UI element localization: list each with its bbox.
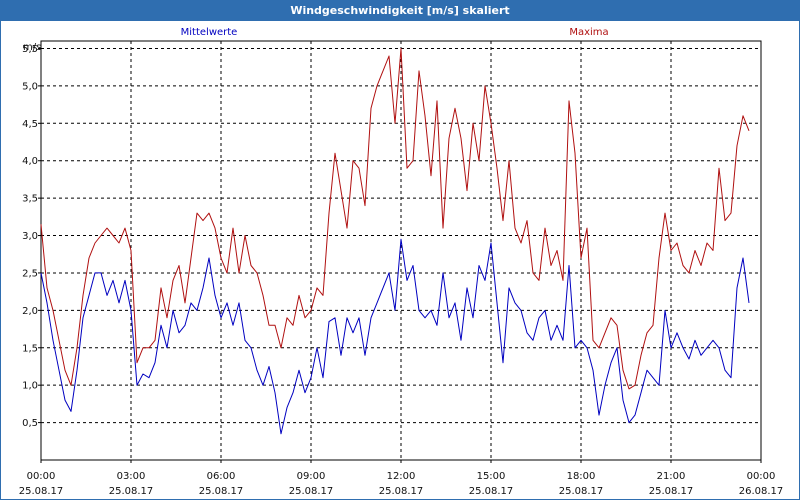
x-tick-date: 25.08.17 — [379, 486, 424, 497]
y-tick-label: 2,0 — [22, 306, 38, 317]
x-tick-time: 12:00 — [387, 471, 416, 482]
x-tick-time: 00:00 — [747, 471, 776, 482]
x-tick-date: 25.08.17 — [19, 486, 64, 497]
legend-mittelwerte: Mittelwerte — [181, 27, 238, 38]
x-tick-time: 00:00 — [27, 471, 56, 482]
y-axis-ticks: 0,5 1,0 1,5 2,0 2,5 3,0 3,5 4,0 4,5 5,0 5,5 — [22, 44, 41, 429]
series-line-maxima — [40, 48, 750, 390]
y-tick-label: 5,5 — [22, 44, 38, 55]
x-tick-date: 25.08.17 — [469, 486, 514, 497]
series-lines — [40, 48, 750, 435]
y-tick-label: 4,0 — [22, 156, 38, 167]
x-tick-time: 03:00 — [117, 471, 146, 482]
x-tick-time: 21:00 — [657, 471, 686, 482]
x-tick-date: 25.08.17 — [559, 486, 604, 497]
x-tick-time: 18:00 — [567, 471, 596, 482]
y-tick-label: 3,5 — [22, 194, 38, 205]
x-tick-time: 09:00 — [297, 471, 326, 482]
window-title: Windgeschwindigkeit [m/s] skaliert — [1, 1, 799, 21]
x-tick-date: 25.08.17 — [649, 486, 694, 497]
x-tick-time: 06:00 — [207, 471, 236, 482]
y-tick-label: 5,0 — [22, 81, 38, 92]
series-line-mittelwerte — [40, 238, 750, 435]
legend-maxima: Maxima — [569, 27, 608, 38]
x-tick-date: 25.08.17 — [289, 486, 334, 497]
y-tick-label: 0,5 — [22, 418, 38, 429]
x-tick-date: 25.08.17 — [109, 486, 154, 497]
y-axis-unit: m/s — [23, 42, 41, 53]
grid — [41, 41, 761, 460]
y-tick-label: 1,5 — [22, 343, 38, 354]
x-tick-date: 26.08.17 — [739, 486, 784, 497]
x-axis-ticks: 00:00 25.08.17 03:00 25.08.17 06:00 25.08.17 0… — [19, 460, 784, 497]
x-tick-date: 25.08.17 — [199, 486, 244, 497]
x-tick-time: 15:00 — [477, 471, 506, 482]
y-tick-label: 2,5 — [22, 268, 38, 279]
y-tick-label: 1,0 — [22, 381, 38, 392]
y-tick-label: 4,5 — [22, 119, 38, 130]
y-tick-label: 3,0 — [22, 231, 38, 242]
